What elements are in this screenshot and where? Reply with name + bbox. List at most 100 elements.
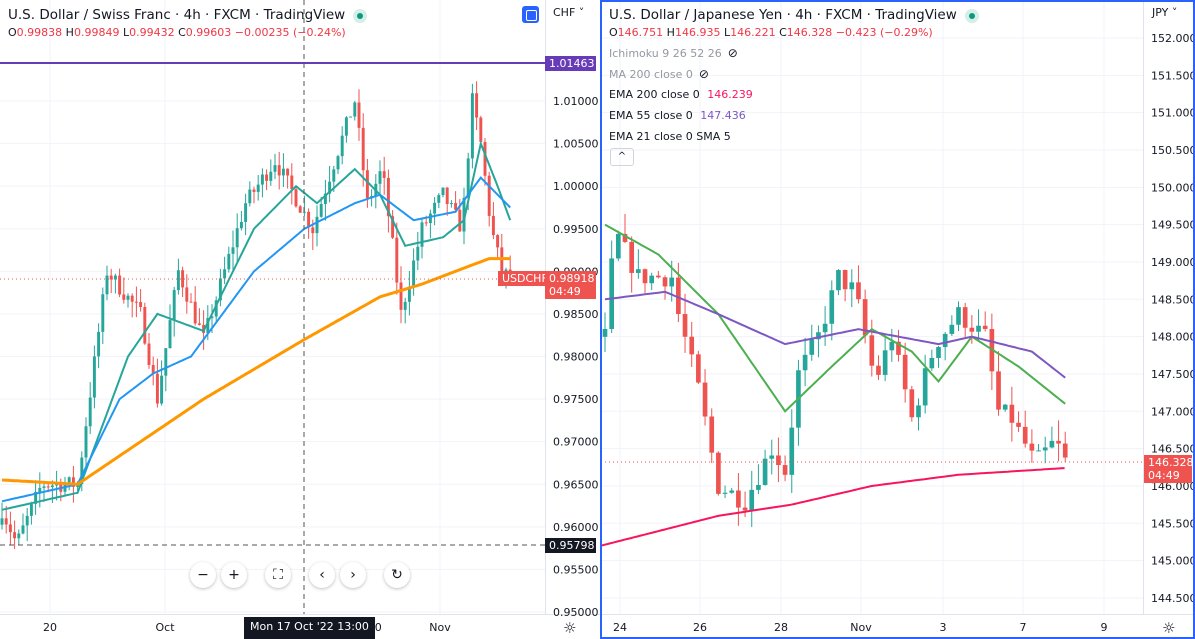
price-tick-label: 147.000	[1151, 405, 1195, 418]
candle-body	[147, 343, 151, 365]
settings-gear-icon[interactable]: ☼	[563, 619, 577, 637]
candle-body	[353, 102, 357, 117]
candle-body	[629, 241, 635, 273]
collapse-legend-button[interactable]: ^	[610, 148, 634, 166]
candle-body	[290, 175, 294, 190]
candle-body	[433, 202, 437, 214]
indicator-line-ema-21-sma-5	[604, 223, 1066, 413]
reset-button[interactable]: ↻	[384, 562, 410, 588]
candle-body	[487, 175, 491, 216]
candle-body	[445, 187, 449, 205]
price-tick-label: 0.98500	[553, 308, 599, 321]
candle-body	[239, 221, 243, 229]
candle-body	[235, 228, 239, 248]
settings-gear-icon[interactable]: ☼	[1162, 619, 1176, 637]
indicator-label: EMA 200 close 0	[609, 88, 700, 101]
candle-body	[344, 117, 348, 136]
candle-body	[109, 275, 113, 280]
candle-body	[736, 490, 741, 508]
candle-body	[789, 427, 795, 475]
right-legend: U.S. Dollar / Japanese Yen · 4h · FXCM ·…	[609, 7, 979, 23]
indicator-ma200[interactable]: MA 200 close 0 ⊘	[609, 67, 709, 81]
candle-body	[896, 341, 901, 355]
candle-body	[260, 174, 264, 185]
candle-body	[50, 485, 54, 488]
candle-body	[218, 278, 222, 301]
scroll-left-button[interactable]: ‹	[309, 562, 335, 588]
candle-body	[809, 339, 815, 355]
candle-body	[822, 323, 828, 333]
zoom-out-button[interactable]: −	[190, 562, 216, 588]
eye-hidden-icon[interactable]: ⊘	[727, 46, 738, 60]
candle-body	[151, 364, 155, 374]
candle-body	[769, 455, 775, 459]
price-tick-label: 146.500	[1151, 443, 1195, 456]
candle-body	[294, 189, 298, 207]
indicator-label: Ichimoku 9 26 52 26	[609, 47, 722, 60]
indicator-line-ema-200	[1, 257, 511, 486]
candle-body	[642, 269, 648, 284]
candle-body	[122, 294, 126, 300]
candle-body	[682, 314, 688, 337]
candle-body	[776, 455, 781, 466]
candle-body	[816, 332, 821, 340]
auto-scale-icon[interactable]	[522, 6, 539, 23]
candle-body	[936, 347, 941, 358]
low-value: 0.99432	[129, 26, 175, 39]
candle-body	[1029, 443, 1035, 451]
candle-body	[956, 307, 961, 325]
candle-body	[942, 333, 948, 348]
candle-body	[762, 458, 768, 485]
candle-body	[92, 356, 96, 398]
candle-body	[782, 465, 788, 475]
scroll-right-button[interactable]: ›	[340, 562, 366, 588]
candle-body	[214, 300, 218, 317]
left-currency-select[interactable]: CHF ˅	[553, 6, 585, 19]
candle-body	[105, 275, 109, 295]
candle-body	[466, 158, 470, 198]
indicator-ema55[interactable]: EMA 55 close 0 147.436	[609, 109, 746, 122]
candle-body	[709, 416, 715, 453]
high-value: 0.99849	[73, 26, 120, 39]
indicator-ichimoku[interactable]: Ichimoku 9 26 52 26 ⊘	[609, 46, 738, 60]
candle-body	[1056, 440, 1061, 444]
candle-body	[391, 216, 395, 238]
indicator-ema200[interactable]: EMA 200 close 0 146.239	[609, 88, 753, 101]
candle-body	[155, 373, 159, 404]
time-axis-border	[0, 614, 1195, 615]
candle-body	[1036, 450, 1041, 452]
time-tick-label: 9	[1101, 621, 1108, 634]
price-tick-label: 150.000	[1151, 181, 1195, 194]
price-tick-label: 0.95000	[553, 606, 599, 619]
time-tick-label: Nov	[429, 621, 451, 634]
right-symbol-title[interactable]: U.S. Dollar / Japanese Yen · 4h · FXCM ·…	[609, 7, 957, 23]
right-last-price-label: 146.328 04:49	[1144, 455, 1194, 483]
price-tick-label: 151.000	[1151, 107, 1195, 120]
zoom-in-button[interactable]: +	[221, 562, 247, 588]
candle-body	[130, 295, 134, 302]
candle-body	[256, 184, 260, 192]
candle-body	[842, 270, 848, 290]
right-currency-select[interactable]: JPY ˅	[1152, 6, 1178, 19]
candle-body	[80, 457, 84, 484]
left-symbol-title[interactable]: U.S. Dollar / Swiss Franc · 4h · FXCM · …	[8, 7, 346, 23]
candle-body	[21, 525, 25, 534]
candle-body	[1042, 447, 1048, 451]
price-axis-border	[545, 0, 546, 615]
price-tick-label: 0.96500	[553, 478, 599, 491]
candle-body	[315, 216, 319, 234]
candle-body	[265, 174, 269, 181]
candle-body	[281, 168, 285, 176]
candle-body	[412, 260, 416, 287]
eye-hidden-icon[interactable]: ⊘	[698, 67, 709, 81]
candle-body	[13, 532, 17, 539]
indicator-ema21[interactable]: EMA 21 close 0 SMA 5	[609, 130, 731, 143]
reset-chart-button[interactable]: ⛶	[265, 562, 291, 588]
candle-body	[319, 204, 323, 217]
indicator-line-ema-200	[600, 467, 1065, 547]
candle-body	[902, 354, 908, 390]
candle-body	[206, 318, 210, 333]
candle-body	[1002, 404, 1008, 410]
candle-body	[168, 320, 172, 349]
